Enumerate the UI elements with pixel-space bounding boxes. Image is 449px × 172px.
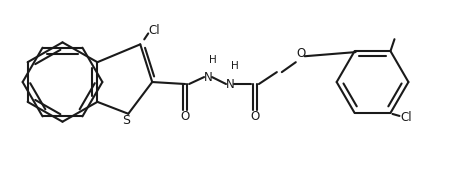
Text: O: O (250, 110, 260, 123)
Text: O: O (296, 47, 305, 60)
Text: Cl: Cl (401, 111, 412, 124)
Text: N: N (225, 78, 234, 90)
Text: N: N (204, 71, 212, 84)
Text: H: H (209, 55, 217, 65)
Text: S: S (122, 114, 130, 127)
Text: O: O (180, 110, 190, 123)
Text: Cl: Cl (149, 24, 160, 37)
Text: H: H (231, 61, 239, 71)
